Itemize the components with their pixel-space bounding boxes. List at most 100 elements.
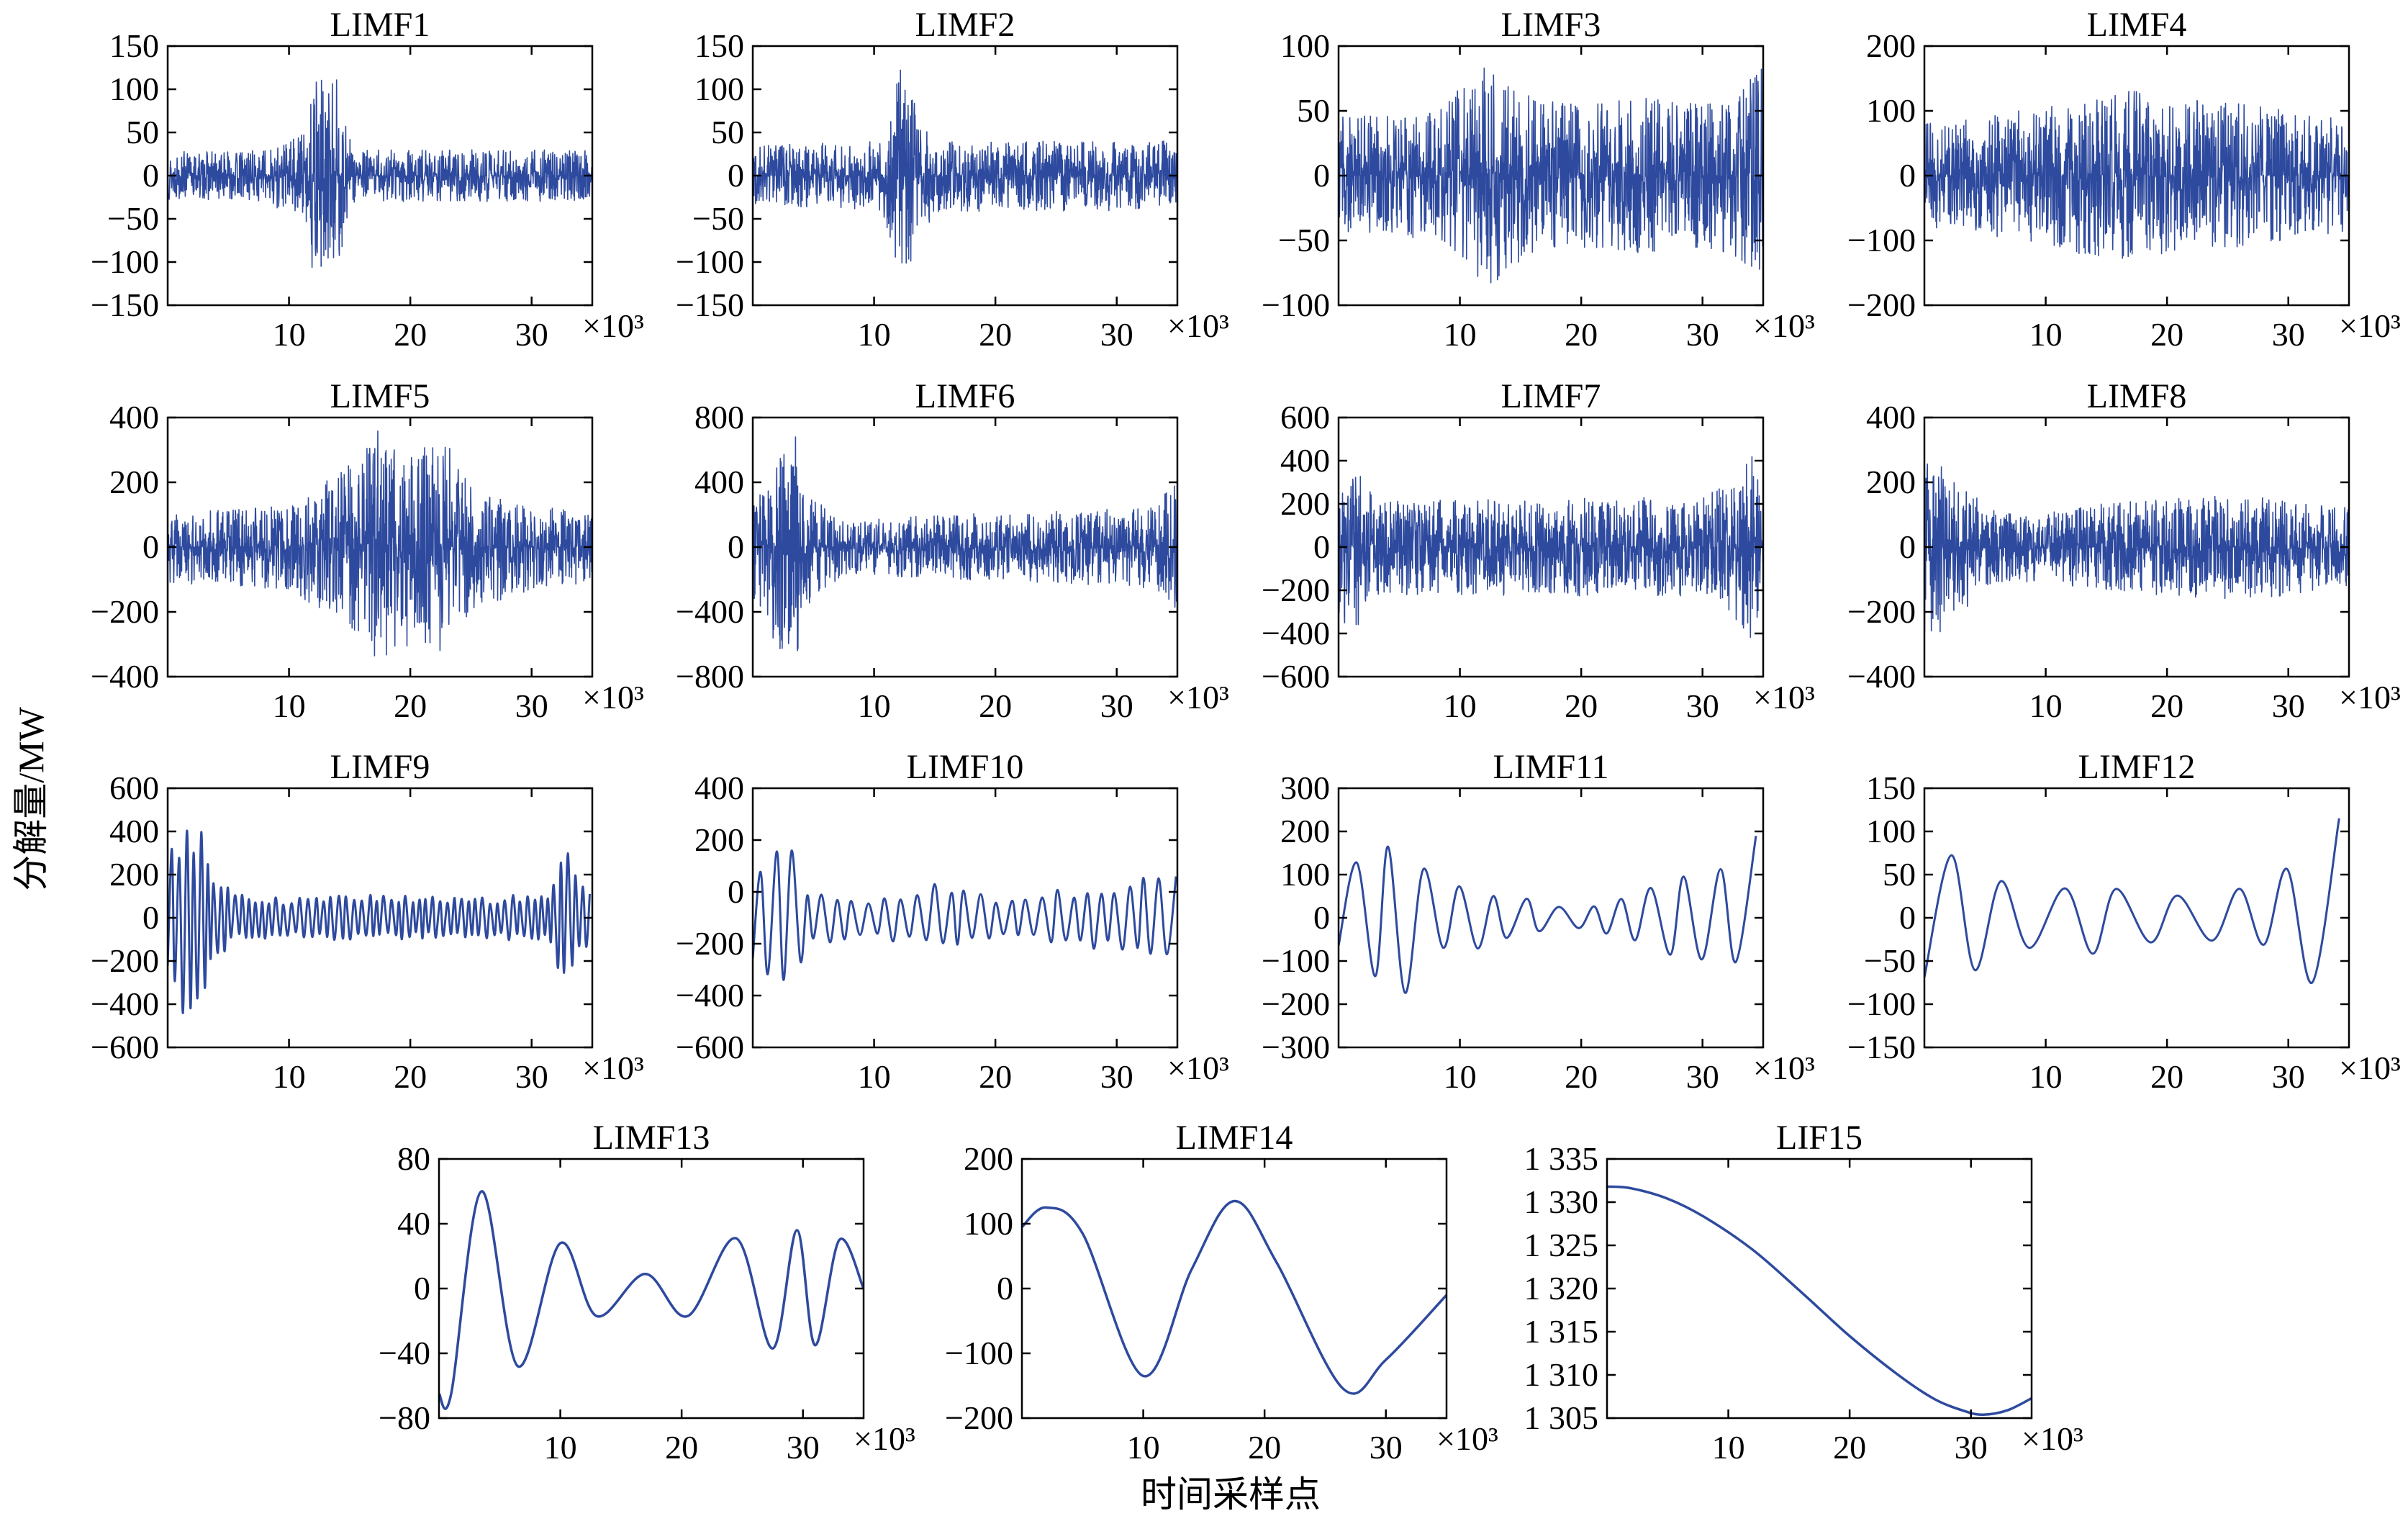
series-group <box>753 69 1177 264</box>
panel-title: LIMF1 <box>330 6 430 44</box>
x-tick-label: 30 <box>515 687 548 724</box>
y-tick-label: 1 310 <box>1524 1356 1599 1393</box>
x-tick-label: 10 <box>544 1429 577 1466</box>
y-tick-label: 100 <box>1866 813 1916 849</box>
x-tick-label: 10 <box>858 316 891 353</box>
plot-frame <box>166 787 594 1049</box>
plot-frame <box>1606 1158 2033 1420</box>
x-multiplier-label: ×10³ <box>582 1050 644 1086</box>
panel-limf5: LIMF5 400 200 0 −200 −400 10 20 30 ×10³ <box>91 377 644 724</box>
y-tick-label: 1 330 <box>1524 1183 1599 1220</box>
x-tick-label: 30 <box>1686 687 1719 724</box>
x-tick-label: 30 <box>787 1429 820 1466</box>
x-multiplier-label: ×10³ <box>854 1420 915 1457</box>
x-tick-label: 10 <box>858 1058 891 1095</box>
x-multiplier-label: ×10³ <box>582 679 644 716</box>
y-tick-label: −400 <box>91 985 159 1022</box>
x-tick-label: 20 <box>1248 1429 1281 1466</box>
panel-title: LIMF13 <box>593 1119 710 1157</box>
plot-frame <box>1020 1158 1448 1420</box>
panel-title: LIMF5 <box>330 377 430 415</box>
series-line <box>1022 1199 1447 1395</box>
x-tick-label: 30 <box>1686 1058 1719 1095</box>
y-tick-label: −200 <box>91 942 159 979</box>
x-tick-label: 10 <box>273 687 306 724</box>
panel-limf2: LIMF2 150 100 50 0 −50 −100 −150 10 20 30 ×10³ <box>676 6 1229 353</box>
x-tick-label: 10 <box>273 316 306 353</box>
panel-limf9: LIMF9 600 400 200 0 −200 −400 −600 10 20 30 ×10³ <box>91 748 644 1095</box>
x-multiplier-label: ×10³ <box>1436 1420 1498 1457</box>
x-multiplier-label: ×10³ <box>1753 679 1815 716</box>
x-tick-label: 30 <box>2272 687 2305 724</box>
y-tick-label: 0 <box>997 1270 1013 1307</box>
series-line <box>168 430 592 657</box>
series-line <box>753 436 1177 651</box>
x-tick-label: 20 <box>2150 1058 2183 1095</box>
y-tick-label: 1 305 <box>1524 1399 1599 1436</box>
plot-frame <box>438 1158 865 1420</box>
y-tick-label: −400 <box>676 593 744 630</box>
series-group <box>1339 67 1763 284</box>
x-tick-label: 10 <box>858 687 891 724</box>
y-tick-label: −50 <box>1864 942 1916 979</box>
y-tick-label: −200 <box>1262 572 1330 608</box>
x-tick-label: 30 <box>2272 316 2305 353</box>
y-tick-label: −300 <box>1262 1029 1330 1065</box>
y-tick-label: 0 <box>1899 528 1916 565</box>
panel-lif15: LIF15 1 335 1 330 1 325 1 320 1 315 1 310 1 305… <box>1524 1119 2083 1466</box>
x-multiplier-label: ×10³ <box>1167 307 1229 344</box>
series-group <box>1339 836 1757 994</box>
series-line <box>753 69 1177 264</box>
series-group <box>753 436 1177 651</box>
x-tick-label: 20 <box>394 1058 427 1095</box>
y-tick-label: 200 <box>1866 464 1916 500</box>
y-tick-label: 400 <box>109 813 159 849</box>
y-tick-label: −100 <box>676 243 744 280</box>
y-tick-label: −200 <box>1262 985 1330 1022</box>
y-tick-label: −800 <box>676 658 744 695</box>
y-tick-label: 0 <box>1899 899 1916 936</box>
y-tick-label: −200 <box>945 1399 1013 1436</box>
y-tick-label: 200 <box>109 856 159 893</box>
y-tick-label: 0 <box>1899 157 1916 194</box>
y-tick-label: −100 <box>91 243 159 280</box>
x-tick-label: 20 <box>665 1429 698 1466</box>
y-tick-label: −400 <box>1847 658 1916 695</box>
series-line <box>753 849 1177 981</box>
y-tick-label: −200 <box>91 593 159 630</box>
plot-frame <box>751 787 1179 1049</box>
y-tick-label: 800 <box>694 399 744 436</box>
y-tick-label: 100 <box>1280 27 1330 64</box>
x-multiplier-label: ×10³ <box>2339 1050 2401 1086</box>
x-multiplier-label: ×10³ <box>1753 1050 1815 1086</box>
y-tick-label: 50 <box>1883 856 1916 893</box>
y-tick-label: 0 <box>1313 899 1330 936</box>
x-tick-label: 10 <box>1444 316 1477 353</box>
y-tick-label: −600 <box>91 1029 159 1065</box>
x-tick-label: 10 <box>273 1058 306 1095</box>
y-tick-label: 300 <box>1280 770 1330 806</box>
y-tick-label: −200 <box>1847 286 1916 323</box>
y-tick-label: −50 <box>1278 222 1330 258</box>
panel-title: LIMF11 <box>1493 748 1609 786</box>
x-multiplier-label: ×10³ <box>2339 307 2401 344</box>
y-tick-label: 100 <box>694 71 744 107</box>
y-tick-label: 0 <box>142 899 159 936</box>
x-tick-label: 10 <box>1712 1429 1745 1466</box>
y-tick-label: −150 <box>676 286 744 323</box>
x-tick-label: 20 <box>1565 316 1598 353</box>
y-tick-label: 150 <box>694 27 744 64</box>
y-tick-label: −600 <box>1262 658 1330 695</box>
x-tick-label: 30 <box>2272 1058 2305 1095</box>
x-tick-label: 20 <box>1565 1058 1598 1095</box>
y-tick-label: −50 <box>692 200 744 237</box>
x-tick-label: 10 <box>1444 687 1477 724</box>
y-tick-label: 0 <box>728 873 744 910</box>
y-tick-label: 50 <box>711 114 744 150</box>
y-tick-label: −100 <box>945 1335 1013 1371</box>
x-tick-label: 30 <box>515 316 548 353</box>
panel-limf11: LIMF11 300 200 100 0 −100 −200 −300 10 20 30 ×10³ <box>1262 748 1815 1095</box>
series-group <box>168 430 592 657</box>
y-tick-label: 80 <box>397 1140 430 1177</box>
x-tick-label: 10 <box>1127 1429 1160 1466</box>
